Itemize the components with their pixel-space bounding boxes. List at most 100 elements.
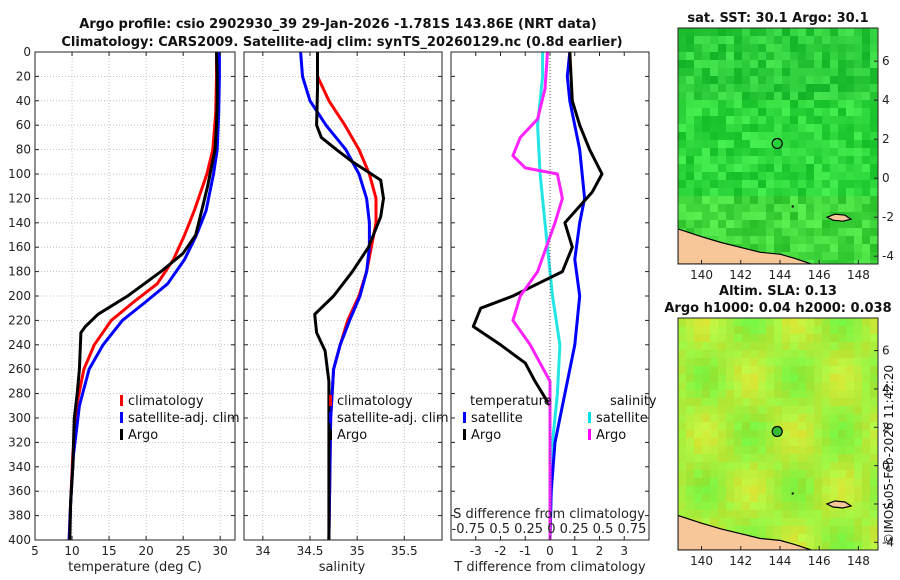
map-cell: [726, 228, 735, 237]
map-cell: [678, 334, 687, 343]
map-cell: [862, 502, 871, 511]
map-cell: [694, 116, 703, 125]
map-cell: [702, 318, 711, 327]
map-y-tick-label: -4: [882, 249, 894, 263]
map-cell: [782, 478, 791, 487]
map-cell: [838, 486, 847, 495]
map-cell: [870, 366, 878, 375]
map-cell: [710, 220, 719, 229]
map-cell: [854, 204, 863, 213]
map-cell: [702, 52, 711, 61]
map-cell: [782, 358, 791, 367]
map-cell: [814, 534, 823, 543]
map-cell: [814, 260, 823, 264]
map-cell: [694, 438, 703, 447]
map-cell: [830, 446, 839, 455]
map-cell: [838, 36, 847, 45]
map-cell: [750, 382, 759, 391]
map-cell: [806, 92, 815, 101]
map-cell: [830, 220, 839, 229]
map-cell: [798, 212, 807, 221]
map-cell: [710, 28, 719, 37]
map-cell: [774, 52, 783, 61]
map-cell: [750, 470, 759, 479]
map-cell: [742, 52, 751, 61]
map-cell: [870, 108, 878, 117]
map-cell: [686, 180, 695, 189]
map-cell: [846, 52, 855, 61]
map-cell: [694, 28, 703, 37]
map-cell: [750, 318, 759, 327]
map-cell: [822, 100, 831, 109]
map-cell: [870, 342, 878, 351]
map-cell: [790, 68, 799, 77]
map-cell: [694, 52, 703, 61]
map-cell: [734, 366, 743, 375]
map-cell: [830, 478, 839, 487]
map-cell: [774, 92, 783, 101]
map-cell: [750, 366, 759, 375]
map-cell: [862, 422, 871, 431]
map-cell: [822, 462, 831, 471]
map-cell: [766, 342, 775, 351]
map-cell: [822, 326, 831, 335]
map-cell: [734, 108, 743, 117]
island-dot: [791, 205, 794, 208]
map-cell: [758, 470, 767, 479]
map-cell: [758, 220, 767, 229]
map-cell: [782, 470, 791, 479]
map-cell: [790, 180, 799, 189]
map-cell: [774, 502, 783, 511]
map-cell: [838, 446, 847, 455]
map-cell: [718, 132, 727, 141]
map-cell: [822, 68, 831, 77]
map-cell: [678, 60, 687, 69]
map-cell: [774, 148, 783, 157]
map-cell: [822, 518, 831, 527]
map-cell: [814, 358, 823, 367]
map-cell: [774, 526, 783, 535]
map-cell: [726, 28, 735, 37]
map-y-tick-label: 4: [882, 93, 890, 107]
map-cell: [790, 406, 799, 415]
salinity-x-label: salinity: [319, 560, 366, 575]
map-cell: [734, 212, 743, 221]
map-cell: [814, 164, 823, 173]
map-cell: [822, 358, 831, 367]
map-cell: [678, 212, 687, 221]
map-cell: [758, 526, 767, 535]
map-cell: [846, 164, 855, 173]
map-cell: [814, 318, 823, 327]
map-cell: [798, 494, 807, 503]
map-cell: [862, 68, 871, 77]
map-cell: [790, 148, 799, 157]
map-cell: [766, 196, 775, 205]
map-cell: [838, 204, 847, 213]
map-cell: [846, 358, 855, 367]
map-cell: [758, 366, 767, 375]
map-cell: [830, 140, 839, 149]
map-cell: [726, 526, 735, 535]
map-cell: [814, 398, 823, 407]
map-cell: [822, 116, 831, 125]
map-cell: [686, 334, 695, 343]
map-cell: [862, 430, 871, 439]
map-cell: [806, 36, 815, 45]
map-cell: [734, 478, 743, 487]
map-cell: [686, 204, 695, 213]
map-cell: [678, 390, 687, 399]
map-cell: [798, 148, 807, 157]
map-cell: [782, 60, 791, 69]
map-cell: [718, 108, 727, 117]
map-cell: [790, 76, 799, 85]
map-cell: [806, 260, 815, 264]
map-cell: [726, 430, 735, 439]
map-cell: [822, 244, 831, 253]
map-cell: [798, 188, 807, 197]
map-cell: [726, 350, 735, 359]
map-cell: [798, 252, 807, 261]
map-cell: [758, 406, 767, 415]
map-cell: [846, 510, 855, 519]
map-cell: [710, 502, 719, 511]
map-cell: [822, 172, 831, 181]
